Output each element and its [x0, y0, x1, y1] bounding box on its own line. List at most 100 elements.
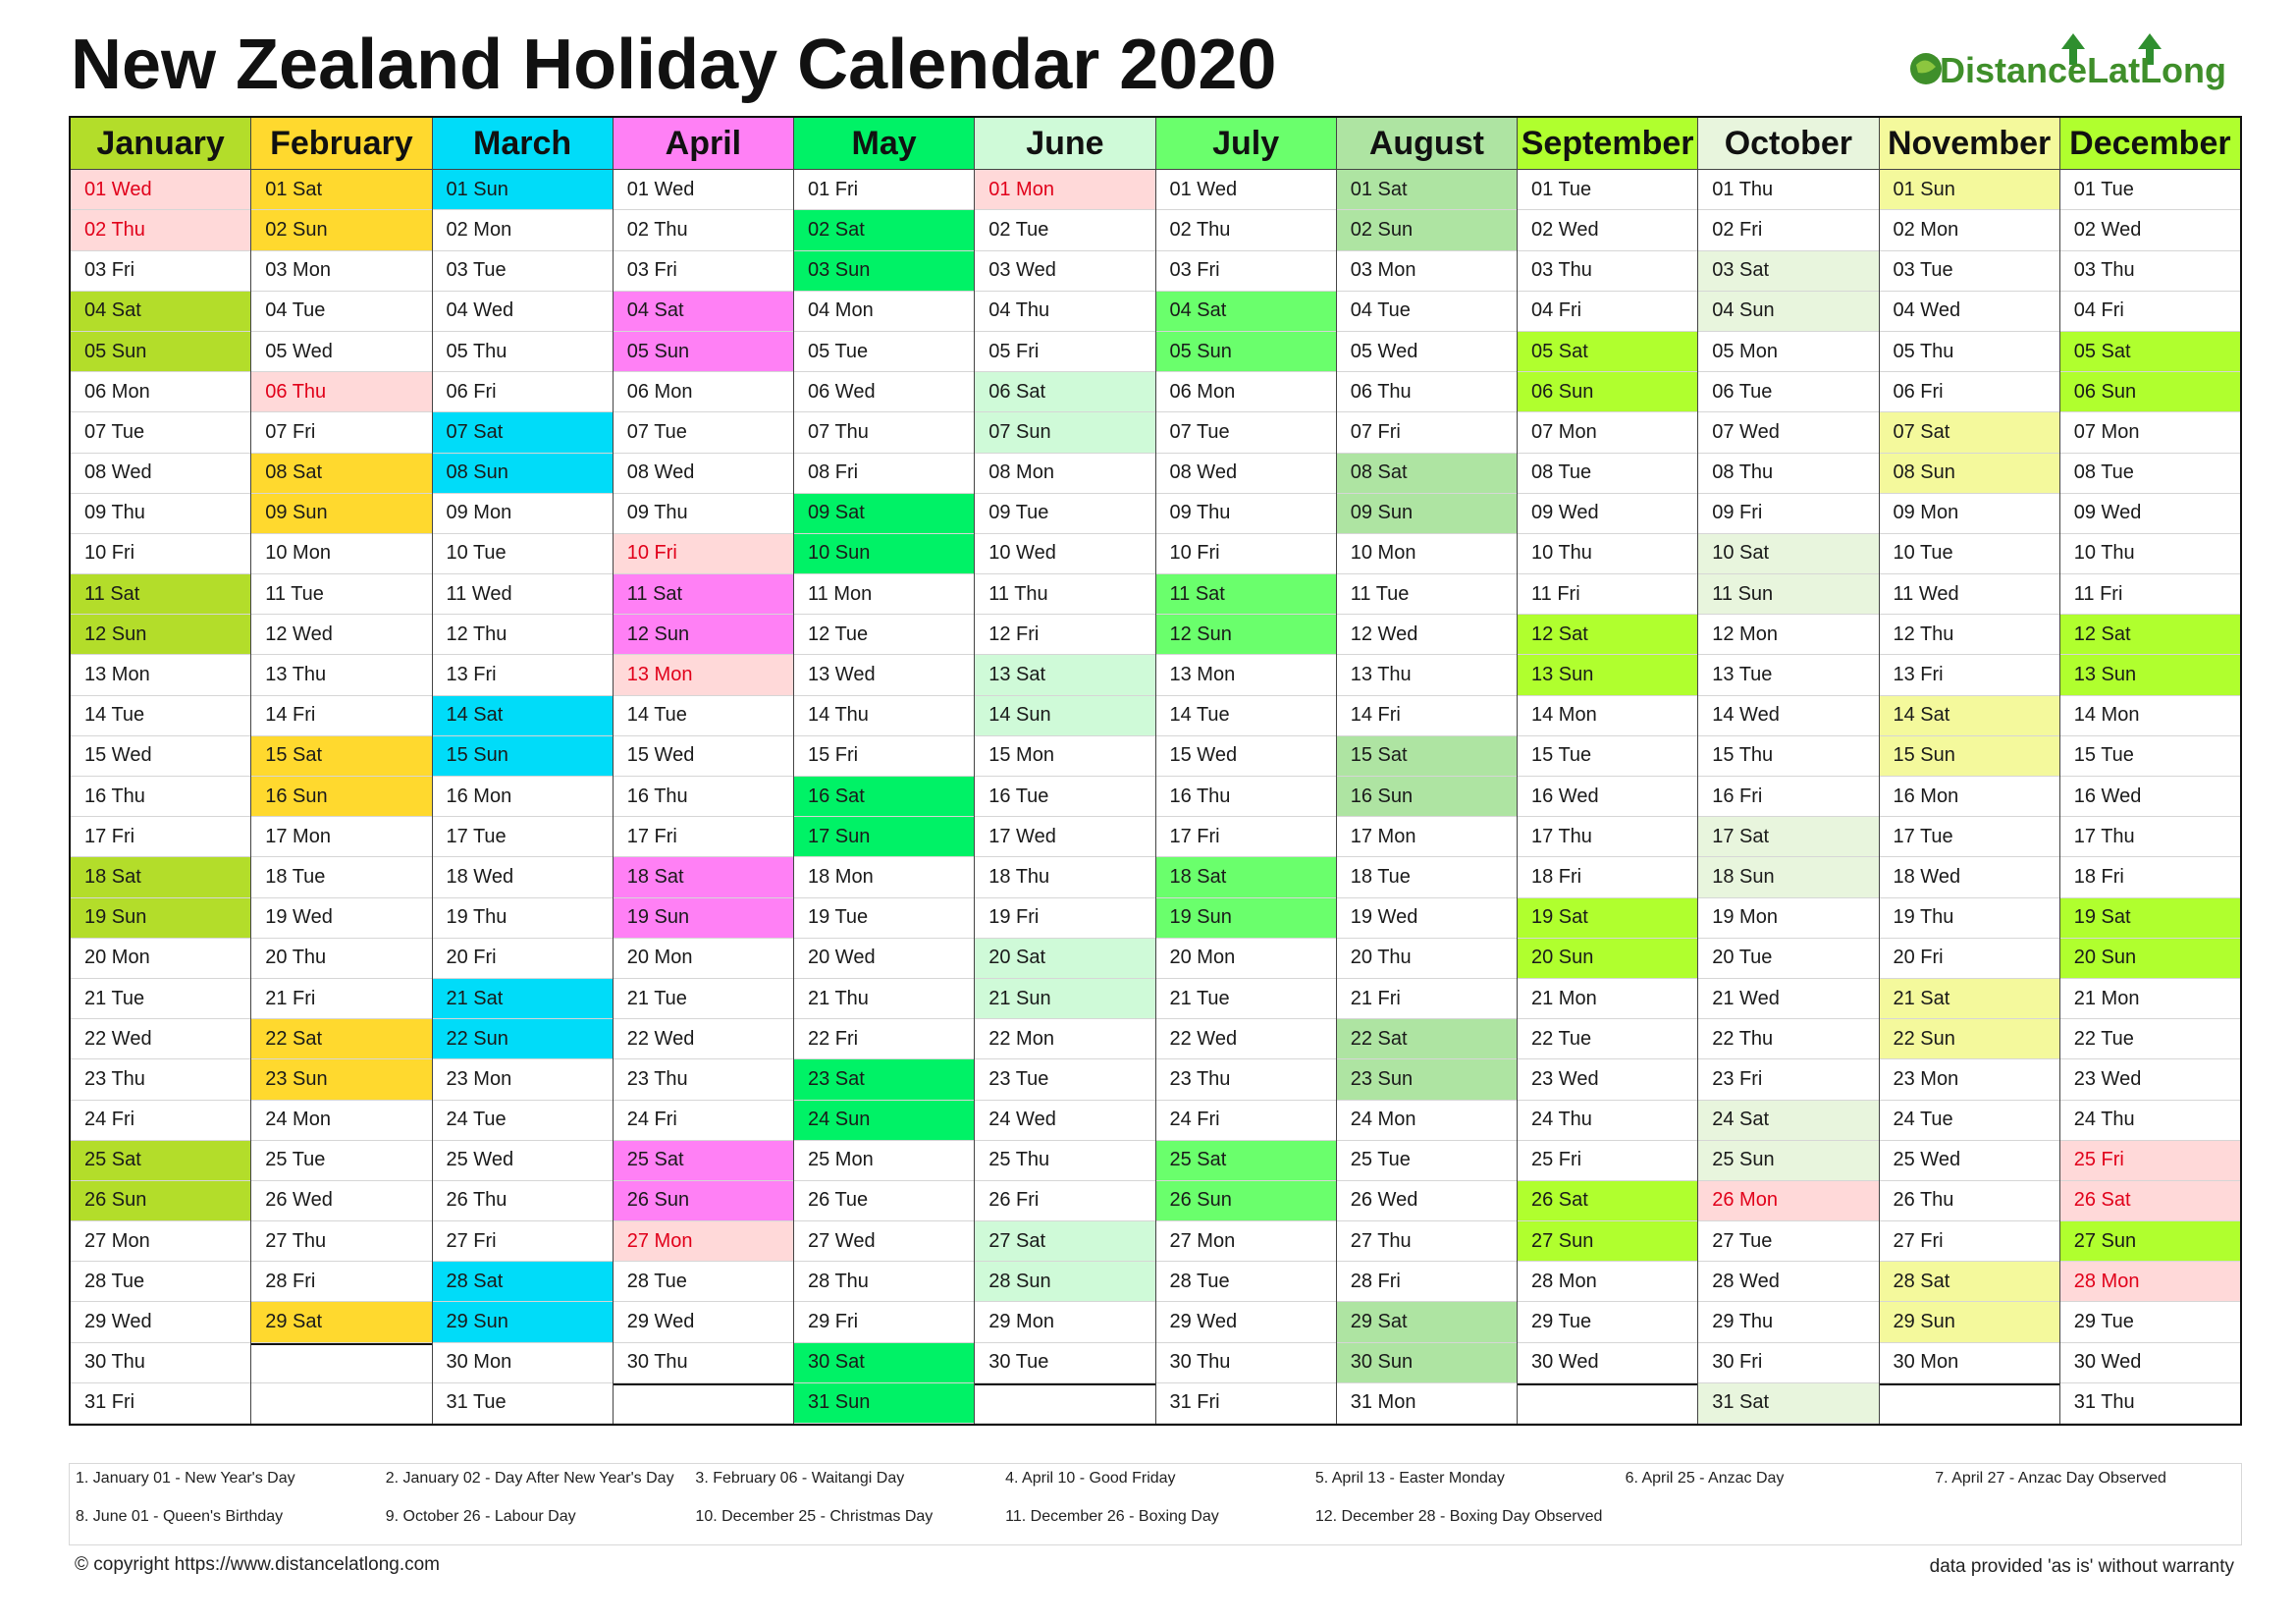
- day-cell: 30 Mon: [432, 1343, 613, 1383]
- weekend-day-cell: 12 Sun: [1155, 615, 1336, 656]
- weekend-day-cell: 23 Sun: [1336, 1059, 1517, 1101]
- holiday-note: 5. April 13 - Easter Monday: [1314, 1470, 1505, 1487]
- weekend-day-cell: 16 Sun: [1336, 777, 1517, 818]
- distancelatlong-logo[interactable]: DistanceLatLong: [1904, 26, 2238, 96]
- day-cell: 17 Mon: [1336, 817, 1517, 858]
- day-cell: 03 Fri: [1155, 251, 1336, 292]
- day-cell: 14 Mon: [1518, 696, 1698, 736]
- day-cell: 24 Thu: [2059, 1101, 2240, 1141]
- day-list: 01 Fri 02 Sat 03 Sun 04 Mon 05 Tue 06 Wed 07 T…: [794, 170, 975, 1424]
- weekend-day-cell: 10 Sun: [794, 533, 975, 575]
- day-cell: 01 Tue: [2059, 170, 2240, 211]
- disclaimer-text: data provided 'as is' without warranty: [1929, 1556, 2234, 1577]
- day-cell: 30 Wed: [1518, 1343, 1698, 1383]
- day-cell: 13 Thu: [251, 655, 432, 696]
- weekend-day-cell: 20 Sun: [1518, 938, 1698, 979]
- day-cell: 17 Wed: [975, 817, 1155, 858]
- day-cell: 08 Fri: [794, 454, 975, 494]
- day-cell: 05 Fri: [975, 332, 1155, 373]
- day-cell: 19 Mon: [1698, 898, 1879, 939]
- day-cell: 10 Wed: [975, 534, 1155, 575]
- day-cell: 04 Wed: [1879, 292, 2059, 332]
- copyright-text[interactable]: © copyright https://www.distancelatlong.…: [75, 1554, 441, 1575]
- day-cell: 07 Mon: [2059, 412, 2240, 454]
- day-cell: 15 Wed: [613, 736, 793, 777]
- weekend-day-cell: 22 Sun: [432, 1019, 613, 1060]
- holiday-note: 2. January 02 - Day After New Year's Day: [385, 1470, 674, 1487]
- day-cell: 23 Wed: [2059, 1059, 2240, 1101]
- day-cell: 13 Tue: [1698, 655, 1879, 696]
- day-cell: 16 Thu: [613, 777, 793, 818]
- day-cell: 25 Wed: [432, 1141, 613, 1181]
- weekend-day-cell: 11 Sat: [613, 574, 793, 616]
- day-cell: 25 Tue: [251, 1141, 432, 1181]
- weekend-day-cell: 04 Sun: [1698, 291, 1879, 332]
- weekend-day-cell: 04 Sat: [1155, 291, 1336, 332]
- day-cell: 06 Thu: [1336, 372, 1517, 413]
- day-cell: 07 Tue: [1155, 412, 1336, 454]
- day-cell: 30 Fri: [1698, 1343, 1879, 1383]
- day-cell: 02 Fri: [1698, 210, 1879, 251]
- day-cell: 28 Tue: [613, 1262, 793, 1303]
- day-cell: 15 Mon: [975, 736, 1155, 777]
- day-cell: 03 Mon: [1336, 251, 1517, 292]
- weekend-day-cell: 12 Sun: [71, 615, 251, 656]
- day-list: 01 Wed 02 Thu 03 Fri 04 Sat 05 Sun 06 Mon 07 T…: [1155, 170, 1336, 1424]
- day-cell: 11 Mon: [794, 574, 975, 616]
- month-header: April: [613, 118, 793, 171]
- day-cell: 16 Thu: [71, 777, 251, 818]
- day-cell: 20 Thu: [1336, 939, 1517, 979]
- weekend-day-cell: 07 Sat: [1879, 412, 2059, 454]
- day-cell: 24 Fri: [1155, 1101, 1336, 1141]
- day-cell: 15 Wed: [71, 736, 251, 777]
- weekend-day-cell: 14 Sat: [432, 695, 613, 736]
- day-cell: 17 Fri: [1155, 817, 1336, 858]
- day-cell: 06 Mon: [1155, 372, 1336, 413]
- weekend-day-cell: 14 Sun: [975, 695, 1155, 736]
- day-cell: 29 Tue: [2059, 1302, 2240, 1343]
- day-cell: 21 Fri: [251, 979, 432, 1020]
- month-header: June: [975, 118, 1155, 171]
- weekend-day-cell: 25 Sun: [1698, 1140, 1879, 1181]
- day-cell: 24 Fri: [613, 1101, 793, 1141]
- day-list: 01 Mon 02 Tue 03 Wed 04 Thu 05 Fri 06 Sat 07 S…: [975, 170, 1155, 1424]
- holiday-note: 4. April 10 - Good Friday: [1005, 1470, 1176, 1487]
- weekend-day-cell: 25 Sat: [613, 1140, 793, 1181]
- weekend-day-cell: 21 Sat: [1879, 978, 2059, 1020]
- day-cell: 11 Tue: [251, 574, 432, 616]
- weekend-day-cell: 06 Sun: [1518, 372, 1698, 413]
- day-cell: 02 Wed: [2059, 210, 2240, 251]
- day-cell: 17 Thu: [2059, 817, 2240, 858]
- weekend-day-cell: 24 Sat: [1698, 1100, 1879, 1141]
- day-cell: 10 Fri: [1155, 534, 1336, 575]
- day-cell: 19 Thu: [1879, 898, 2059, 939]
- day-cell: 30 Thu: [1155, 1343, 1336, 1383]
- day-cell: 07 Thu: [794, 412, 975, 454]
- day-cell: 05 Wed: [1336, 332, 1517, 373]
- day-list: 01 Wed 02 Thu 03 Fri 04 Sat 05 Sun 06 Mon 07 T…: [71, 170, 251, 1424]
- day-cell: 20 Thu: [251, 939, 432, 979]
- month-column-october: October 01 Thu 02 Fri 03 Sat 04 Sun 05 Mon 06 …: [1697, 118, 1879, 1424]
- weekend-day-cell: 04 Sat: [613, 291, 793, 332]
- day-cell: 02 Thu: [1155, 210, 1336, 251]
- day-cell: 20 Mon: [71, 939, 251, 979]
- day-cell: 27 Thu: [251, 1221, 432, 1263]
- day-cell: 22 Mon: [975, 1019, 1155, 1060]
- day-cell: 22 Wed: [1155, 1019, 1336, 1060]
- holiday-notes: 1. January 01 - New Year's Day 2. January…: [69, 1463, 2242, 1545]
- weekend-day-cell: 22 Sat: [251, 1019, 432, 1060]
- day-cell: 28 Mon: [1518, 1262, 1698, 1303]
- day-cell: 20 Wed: [794, 939, 975, 979]
- empty-day-cell: [1879, 1382, 2059, 1424]
- day-cell: 15 Tue: [2059, 736, 2240, 777]
- day-cell: 14 Tue: [71, 696, 251, 736]
- month-column-april: April 01 Wed 02 Thu 03 Fri 04 Sat 05 Sun 06 Mo…: [612, 118, 793, 1424]
- page-title: New Zealand Holiday Calendar 2020: [71, 26, 1277, 104]
- weekend-day-cell: 06 Sat: [975, 372, 1155, 413]
- day-cell: 07 Tue: [613, 412, 793, 454]
- weekend-day-cell: 26 Sun: [71, 1180, 251, 1222]
- day-cell: 17 Mon: [251, 817, 432, 858]
- weekend-day-cell: 28 Sat: [1879, 1262, 2059, 1303]
- day-cell: 25 Mon: [794, 1141, 975, 1181]
- weekend-day-cell: 10 Sat: [1698, 533, 1879, 575]
